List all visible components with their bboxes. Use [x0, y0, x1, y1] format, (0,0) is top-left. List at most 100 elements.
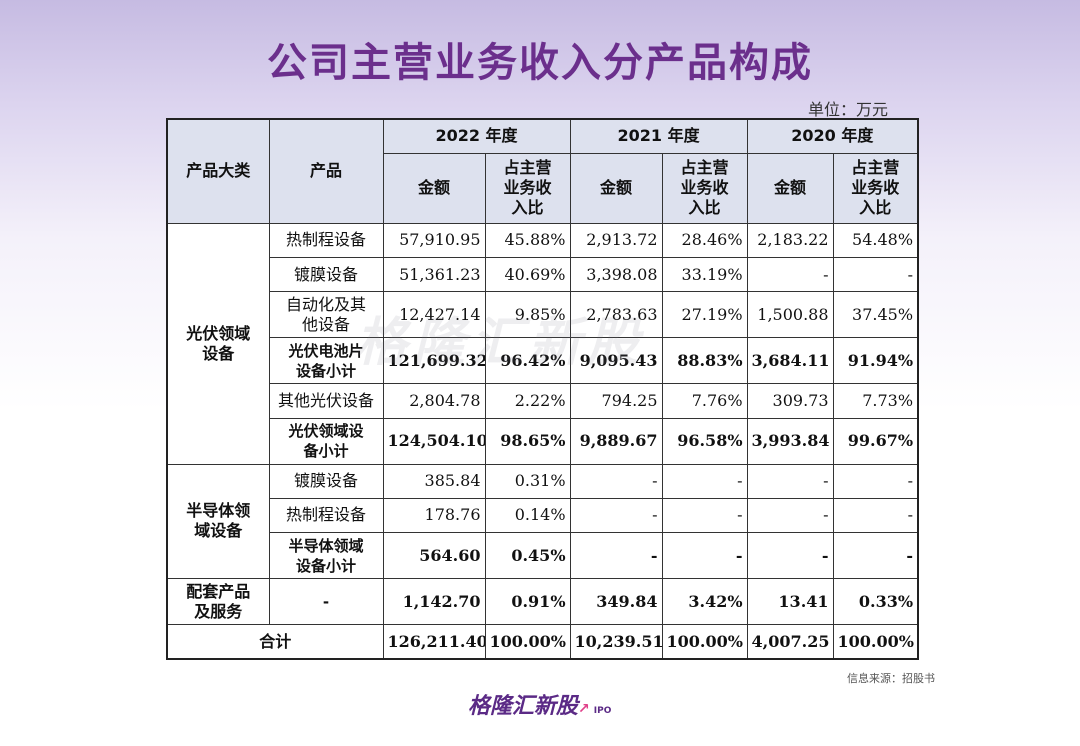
- value-cell: 9,889.67: [569, 417, 663, 465]
- value-cell: 1,142.70: [382, 578, 486, 626]
- value-cell: 27.19%: [661, 291, 748, 339]
- value-cell: 7.73%: [832, 383, 919, 419]
- value-cell: 3,684.11: [746, 337, 834, 385]
- value-cell: 0.33%: [832, 578, 919, 626]
- product-cell: 其他光伏设备: [268, 383, 384, 419]
- value-cell: 57,910.95: [382, 222, 486, 259]
- product-cell: 自动化及其 他设备: [268, 291, 384, 339]
- value-cell: 2,183.22: [746, 222, 834, 259]
- total-cell: 100.00%: [484, 624, 571, 660]
- value-cell: 2,783.63: [569, 291, 663, 339]
- value-cell: 3,993.84: [746, 417, 834, 465]
- header-year-2021: 2021 年度: [569, 118, 748, 154]
- value-cell: 124,504.10: [382, 417, 486, 465]
- value-cell: -: [569, 463, 663, 499]
- unit-label: 单位：万元: [807, 100, 888, 119]
- table-row: 热制程设备 178.76 0.14% - - - -: [167, 497, 919, 533]
- value-cell: 33.19%: [661, 256, 748, 293]
- total-label: 合计: [166, 624, 384, 660]
- value-cell: 91.94%: [832, 337, 919, 385]
- value-cell: -: [569, 531, 663, 580]
- value-cell: -: [832, 531, 919, 580]
- value-cell: -: [746, 463, 834, 499]
- value-cell: 12,427.14: [382, 291, 486, 339]
- value-cell: 37.45%: [832, 291, 919, 339]
- value-cell: 96.42%: [484, 337, 571, 385]
- value-cell: -: [832, 256, 919, 293]
- value-cell: 2.22%: [484, 383, 571, 419]
- header-ratio: 占主营 业务收 入比: [832, 152, 919, 224]
- header-amount: 金额: [569, 152, 663, 224]
- product-cell: 镀膜设备: [268, 463, 384, 499]
- value-cell: 88.83%: [661, 337, 748, 385]
- value-cell: 40.69%: [484, 256, 571, 293]
- product-cell: 半导体领域 设备小计: [268, 531, 384, 580]
- header-amount: 金额: [746, 152, 834, 224]
- value-cell: -: [746, 256, 834, 293]
- header-year-2022: 2022 年度: [382, 118, 571, 154]
- value-cell: 564.60: [382, 531, 486, 580]
- table-row: 自动化及其 他设备 12,427.14 9.85% 2,783.63 27.19% 1,50…: [167, 291, 919, 339]
- value-cell: -: [661, 463, 748, 499]
- category-cell: 半导体领 域设备: [166, 463, 270, 580]
- product-cell: 热制程设备: [268, 222, 384, 259]
- value-cell: 98.65%: [484, 417, 571, 465]
- header-year-2020: 2020 年度: [746, 118, 919, 154]
- table-row: 配套产品 及服务 -1,142.70 0.91% 349.84 3.42% 13.41 0.3…: [166, 578, 919, 626]
- table-row: 光伏领域 设备 热制程设备 57,910.95 45.88% 2,913.72 28.46%…: [166, 222, 919, 465]
- value-cell: 0.14%: [484, 497, 571, 533]
- header-product: 产品: [268, 118, 384, 224]
- logo-text: 格隆汇新股: [468, 694, 579, 719]
- total-cell: 4,007.25: [746, 624, 834, 660]
- value-cell: 28.46%: [661, 222, 748, 259]
- total-cell: 126,211.40: [382, 624, 486, 660]
- product-cell: 镀膜设备: [268, 256, 384, 293]
- total-cell: 10,239.51: [569, 624, 663, 660]
- value-cell: 96.58%: [661, 417, 748, 465]
- table-row: 半导体领域 设备小计 564.60 0.45% - - - -: [167, 531, 919, 580]
- value-cell: 7.76%: [661, 383, 748, 419]
- value-cell: 51,361.23: [382, 256, 486, 293]
- value-cell: 1,500.88: [746, 291, 834, 339]
- revenue-table: 产品大类 产品 2022 年度 2021 年度 2020 年度 金额 占主营 业务…: [166, 118, 920, 660]
- product-cell: -: [268, 578, 384, 626]
- category-cell: 配套产品 及服务: [166, 578, 270, 626]
- value-cell: 99.67%: [832, 417, 919, 465]
- table-row: 光伏领域设 备小计 124,504.10 98.65% 9,889.67 96.58% 3,…: [167, 417, 919, 465]
- value-cell: 13.41: [746, 578, 834, 626]
- value-cell: -: [832, 463, 919, 499]
- value-cell: 794.25: [569, 383, 663, 419]
- table-row: 其他光伏设备 2,804.78 2.22% 794.25 7.76% 309.73 7.73…: [167, 383, 919, 419]
- value-cell: 309.73: [746, 383, 834, 419]
- value-cell: 3.42%: [661, 578, 748, 626]
- value-cell: 349.84: [569, 578, 663, 626]
- header-amount: 金额: [382, 152, 486, 224]
- value-cell: -: [832, 497, 919, 533]
- value-cell: 45.88%: [484, 222, 571, 259]
- category-cell: 光伏领域 设备: [166, 222, 270, 465]
- page-title: 公司主营业务收入分产品构成: [267, 40, 813, 86]
- total-cell: 100.00%: [832, 624, 919, 660]
- table-row: 光伏电池片 设备小计 121,699.32 96.42% 9,095.43 88.83% 3…: [167, 337, 919, 385]
- value-cell: 0.45%: [484, 531, 571, 580]
- value-cell: -: [746, 531, 834, 580]
- header-ratio: 占主营 业务收 入比: [661, 152, 748, 224]
- source-note: 信息来源：招股书: [847, 672, 935, 685]
- value-cell: 9.85%: [484, 291, 571, 339]
- value-cell: 0.91%: [484, 578, 571, 626]
- header-ratio: 占主营 业务收 入比: [484, 152, 571, 224]
- value-cell: 385.84: [382, 463, 486, 499]
- product-cell: 热制程设备: [268, 497, 384, 533]
- value-cell: -: [661, 497, 748, 533]
- total-cell: 100.00%: [661, 624, 748, 660]
- product-cell: 光伏电池片 设备小计: [268, 337, 384, 385]
- value-cell: 178.76: [382, 497, 486, 533]
- value-cell: 3,398.08: [569, 256, 663, 293]
- table-row: 镀膜设备 51,361.23 40.69% 3,398.08 33.19% - -: [167, 256, 919, 293]
- value-cell: -: [661, 531, 748, 580]
- value-cell: 9,095.43: [569, 337, 663, 385]
- value-cell: 0.31%: [484, 463, 571, 499]
- value-cell: 2,913.72: [569, 222, 663, 259]
- brand-logo: 格隆汇新股↗ IPO: [468, 688, 611, 720]
- header-category: 产品大类: [166, 118, 270, 224]
